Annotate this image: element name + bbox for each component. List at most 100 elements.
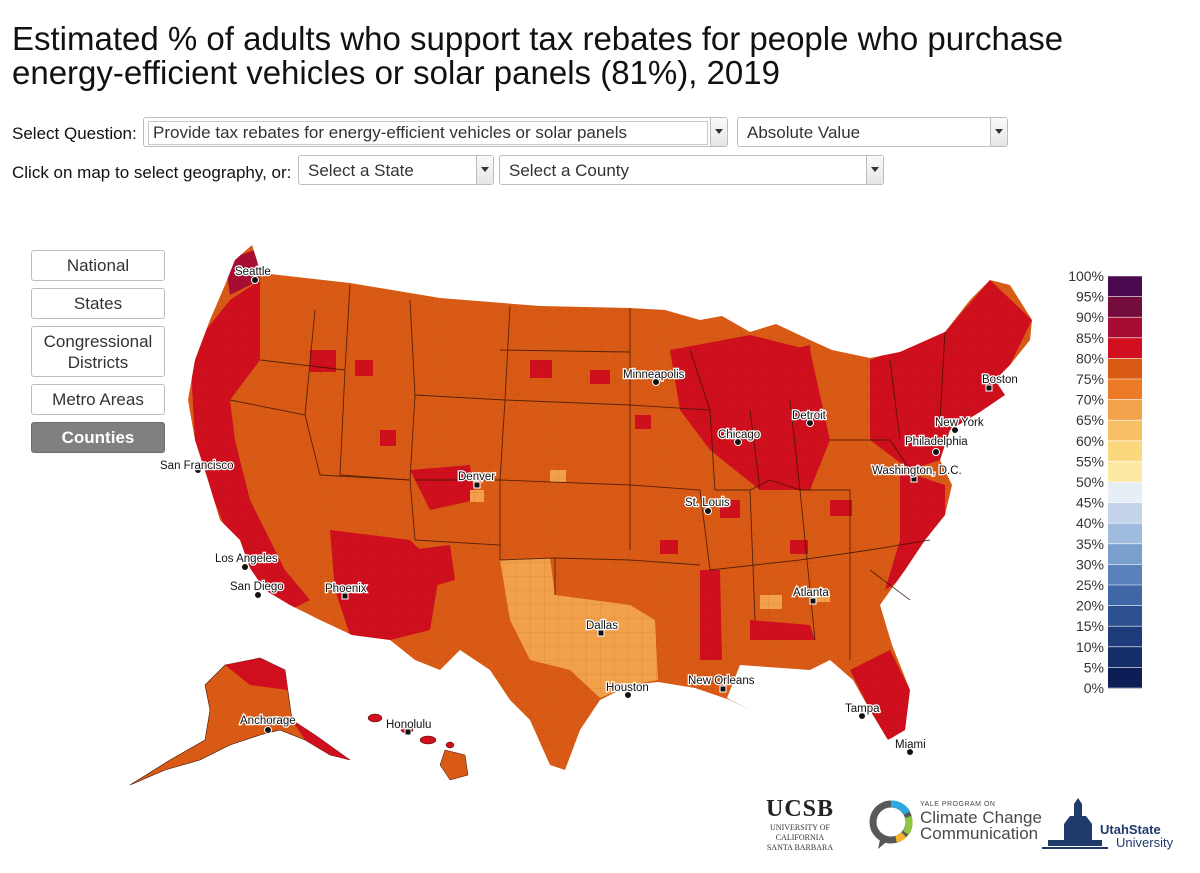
question-select-box — [148, 121, 708, 145]
legend-tick-label: 15% — [1076, 618, 1104, 634]
legend-swatch — [1108, 564, 1142, 586]
legend-swatch — [1108, 626, 1142, 648]
legend-tick-label: 75% — [1076, 371, 1104, 387]
measure-select[interactable]: Absolute Value — [737, 117, 1008, 147]
svg-text:San Diego: San Diego — [230, 581, 284, 593]
ucsb-logo: UCSB UNIVERSITY OF CALIFORNIA SANTA BARB… — [765, 796, 835, 852]
legend-swatch — [1108, 296, 1142, 318]
svg-text:Houston: Houston — [606, 682, 649, 694]
chevron-down-icon[interactable] — [476, 156, 493, 184]
svg-text:New York: New York — [935, 417, 984, 429]
city-new-york: New York — [934, 416, 985, 434]
city-markers: Seattle San Francisco Los Angeles San Di… — [159, 265, 1019, 756]
legend-tick-label: 40% — [1076, 515, 1104, 531]
question-select[interactable]: Provide tax rebates for energy-efficient… — [143, 117, 728, 147]
city-boston: Boston — [981, 373, 1019, 392]
legend-tick-label: 95% — [1076, 289, 1104, 305]
national-button[interactable]: National — [31, 250, 165, 281]
legend-tick-label: 70% — [1076, 392, 1104, 408]
city-anchorage: Anchorage — [239, 714, 297, 734]
legend-swatch — [1108, 399, 1142, 421]
county-select[interactable]: Select a County — [499, 155, 884, 185]
legend-tick-label: 5% — [1084, 659, 1104, 675]
city-new-orleans: New Orleans — [687, 674, 756, 693]
chevron-down-icon[interactable] — [990, 118, 1007, 146]
city-dallas: Dallas — [585, 619, 619, 637]
city-tampa: Tampa — [844, 702, 881, 720]
hawaii[interactable] — [367, 713, 469, 781]
metro-areas-button[interactable]: Metro Areas — [31, 384, 165, 415]
legend-swatch — [1108, 420, 1142, 442]
color-legend: 100% 95% 90% 85% 80% 75% 70% 65% 60% 55% 50% 45% 40%… — [1068, 266, 1158, 701]
county-map[interactable]: Seattle San Francisco Los Angeles San Di… — [110, 240, 1050, 785]
svg-text:San Francisco: San Francisco — [160, 460, 234, 472]
legend-tick-label: 0% — [1084, 680, 1104, 696]
legend-swatch — [1108, 317, 1142, 339]
counties-button[interactable]: Counties — [31, 422, 165, 453]
city-detroit: Detroit — [791, 409, 828, 427]
legend-tick-label: 100% — [1068, 268, 1104, 284]
legend-swatch — [1108, 585, 1142, 607]
city-washington-dc: Washington, D.C. — [871, 464, 963, 483]
city-miami: Miami — [894, 738, 927, 756]
legend-swatch — [1108, 502, 1142, 524]
legend-tick-label: 10% — [1076, 639, 1104, 655]
question-label: Select Question: — [12, 124, 137, 143]
legend-swatch — [1108, 276, 1142, 298]
svg-text:Washington, D.C.: Washington, D.C. — [872, 465, 962, 477]
svg-text:Philadelphia: Philadelphia — [905, 436, 968, 448]
question-select-value: Provide tax rebates for energy-efficient… — [153, 123, 628, 142]
city-houston: Houston — [605, 681, 650, 699]
yale-climate-logo: YALE PROGRAM ON Climate Change Communicat… — [866, 797, 1042, 856]
legend-tick-label: 45% — [1076, 495, 1104, 511]
city-san-diego: San Diego — [229, 580, 285, 599]
legend-tick-label: 25% — [1076, 577, 1104, 593]
legend-swatch — [1108, 379, 1142, 401]
speech-bubble-icon — [869, 800, 913, 849]
legend-tick-label: 30% — [1076, 556, 1104, 572]
legend-tick-label: 20% — [1076, 598, 1104, 614]
svg-text:Denver: Denver — [458, 471, 495, 483]
city-san-francisco: San Francisco — [159, 459, 235, 474]
legend-swatch — [1108, 482, 1142, 504]
legend-bar: 100% 95% 90% 85% 80% 75% 70% 65% 60% 55% 50% 45% 40%… — [1068, 268, 1142, 696]
city-phoenix: Phoenix — [324, 582, 368, 600]
svg-text:Honolulu: Honolulu — [386, 719, 431, 731]
legend-tick-label: 60% — [1076, 433, 1104, 449]
measure-select-value: Absolute Value — [747, 123, 861, 142]
city-honolulu: Honolulu — [385, 718, 433, 736]
legend-swatch — [1108, 358, 1142, 380]
state-select[interactable]: Select a State — [298, 155, 494, 185]
city-chicago: Chicago — [717, 428, 761, 446]
city-minneapolis: Minneapolis — [622, 368, 686, 386]
chevron-down-icon[interactable] — [866, 156, 883, 184]
city-philadelphia: Philadelphia — [904, 435, 970, 456]
page-title: Estimated % of adults who support tax re… — [12, 20, 1064, 91]
legend-tick-label: 65% — [1076, 412, 1104, 428]
states-button[interactable]: States — [31, 288, 165, 319]
city-st-louis: St. Louis — [684, 496, 731, 515]
svg-text:Chicago: Chicago — [718, 429, 760, 441]
svg-text:Detroit: Detroit — [792, 410, 827, 422]
svg-text:Phoenix: Phoenix — [325, 583, 367, 595]
legend-tick-label: 85% — [1076, 330, 1104, 346]
city-denver: Denver — [457, 470, 496, 489]
legend-tick-label: 50% — [1076, 474, 1104, 490]
city-los-angeles: Los Angeles — [214, 552, 279, 571]
legend-swatch — [1108, 523, 1142, 545]
county-select-value: Select a County — [509, 161, 630, 180]
congressional-districts-button[interactable]: Congressional Districts — [31, 326, 165, 377]
svg-text:Dallas: Dallas — [586, 620, 618, 632]
svg-text:Atlanta: Atlanta — [793, 587, 829, 599]
svg-text:Los Angeles: Los Angeles — [215, 553, 278, 565]
chevron-down-icon[interactable] — [710, 118, 727, 146]
svg-text:Minneapolis: Minneapolis — [623, 369, 685, 381]
svg-text:Anchorage: Anchorage — [240, 715, 296, 727]
svg-text:Tampa: Tampa — [845, 703, 880, 715]
svg-text:New Orleans: New Orleans — [688, 675, 755, 687]
svg-text:St. Louis: St. Louis — [685, 497, 730, 509]
legend-swatch — [1108, 461, 1142, 483]
legend-swatch — [1108, 605, 1142, 627]
legend-swatch — [1108, 440, 1142, 462]
legend-swatch — [1108, 543, 1142, 565]
